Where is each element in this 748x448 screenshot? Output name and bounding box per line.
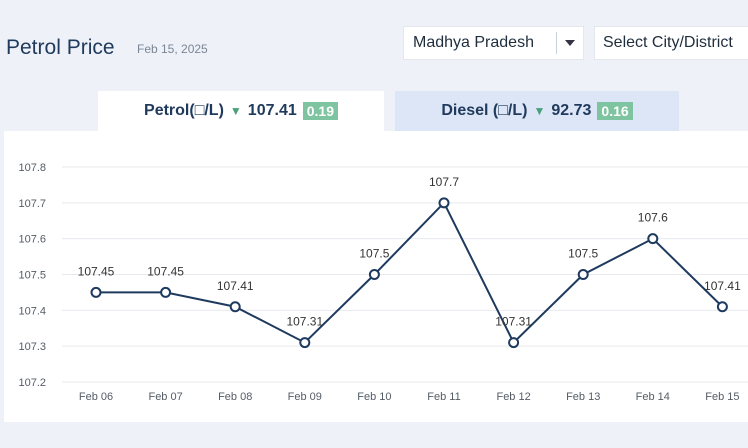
x-tick-label: Feb 15 (705, 391, 739, 403)
y-tick-label: 107.5 (18, 270, 46, 282)
city-select[interactable]: Select City/District (594, 26, 748, 60)
data-point (90, 286, 102, 298)
tab-diesel[interactable]: Diesel (□/L) ▼ 92.73 0.16 (395, 91, 679, 131)
x-tick-label: Feb 12 (496, 391, 530, 403)
y-tick-label: 107.2 (18, 377, 46, 389)
data-point (229, 301, 241, 313)
data-point (647, 233, 659, 245)
page-title: Petrol Price (6, 36, 115, 59)
data-point (438, 197, 450, 209)
data-point (299, 337, 311, 349)
tab-petrol-label: Petrol(□/L) (144, 102, 224, 119)
series-line (96, 201, 724, 345)
x-tick-label: Feb 07 (148, 391, 182, 403)
page-date: Feb 15, 2025 (137, 42, 208, 56)
tab-petrol-change-badge: 0.19 (302, 102, 338, 120)
city-select-placeholder: Select City/District (603, 34, 733, 51)
chevron-down-icon[interactable] (565, 40, 575, 46)
tab-petrol[interactable]: Petrol(□/L) ▼ 107.41 0.19 (98, 91, 384, 131)
y-tick-label: 107.3 (18, 341, 46, 353)
y-tick-label: 107.7 (18, 198, 46, 210)
chart-panel: 107.8 107.7 107.6 107.5 107.4 107.3 107.2 Feb 0… (4, 131, 748, 422)
data-label: 107.41 (704, 279, 741, 293)
data-label: 107.5 (568, 247, 598, 261)
state-select-value: Madhya Pradesh (413, 34, 534, 51)
data-point (368, 269, 380, 280)
data-label: 107.45 (147, 264, 184, 278)
x-tick-label: Feb 14 (636, 391, 670, 403)
y-tick-label: 107.8 (18, 162, 46, 174)
tab-diesel-change-badge: 0.16 (597, 102, 633, 120)
tab-diesel-label: Diesel (□/L) (441, 102, 528, 119)
tab-diesel-price: 92.73 (551, 102, 592, 119)
data-label: 107.31 (286, 315, 323, 329)
data-label: 107.6 (638, 211, 668, 225)
y-tick-label: 107.6 (18, 234, 46, 246)
data-label: 107.31 (495, 315, 532, 329)
x-tick-label: Feb 06 (79, 391, 113, 403)
data-label: 107.7 (429, 175, 459, 189)
down-triangle-icon: ▼ (533, 104, 546, 118)
price-line-chart: 107.8 107.7 107.6 107.5 107.4 107.3 107.2 Feb 0… (18, 162, 748, 403)
x-tick-label: Feb 11 (427, 391, 460, 403)
data-point (160, 286, 172, 298)
data-label: 107.41 (217, 279, 254, 293)
data-point (508, 337, 520, 349)
data-point (716, 301, 728, 313)
x-tick-label: Feb 10 (357, 391, 391, 403)
y-tick-label: 107.4 (18, 305, 46, 317)
state-select[interactable]: Madhya Pradesh (403, 26, 584, 60)
x-tick-label: Feb 13 (566, 391, 600, 403)
data-point (577, 269, 589, 280)
x-tick-label: Feb 08 (218, 391, 252, 403)
down-triangle-icon: ▼ (229, 104, 242, 118)
x-tick-label: Feb 09 (288, 391, 322, 403)
data-label: 107.45 (78, 264, 115, 278)
tab-petrol-price: 107.41 (247, 102, 297, 119)
select-divider (556, 32, 557, 54)
data-label: 107.5 (359, 247, 389, 261)
